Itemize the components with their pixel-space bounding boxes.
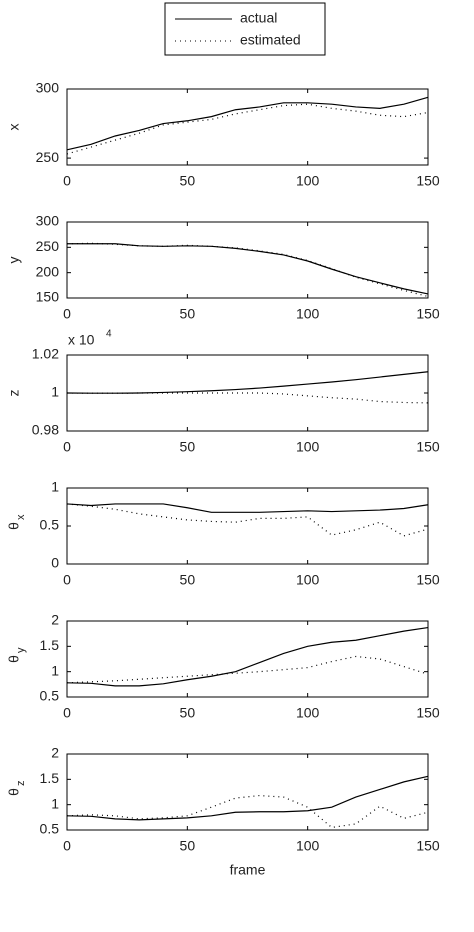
y-label-text: θ	[6, 655, 22, 663]
y-tick-label: 300	[36, 80, 60, 96]
series-line	[66, 242, 429, 298]
y-tick-label: 200	[36, 263, 60, 279]
y-tick-label: 0	[51, 555, 59, 571]
x-tick-label: 0	[63, 838, 71, 854]
plot-area	[66, 620, 429, 698]
x-tick-label: 50	[180, 306, 196, 322]
x-tick-label: 0	[63, 306, 71, 322]
x-tick-label: 150	[416, 439, 440, 455]
x-tick-label: 100	[296, 306, 320, 322]
x-tick-label: 150	[416, 838, 440, 854]
x-tick-label: 0	[63, 572, 71, 588]
y-tick-label: 0.5	[40, 821, 60, 837]
y-tick-label: 0.5	[40, 517, 60, 533]
series-line	[66, 96, 429, 151]
y-tick-label: 1	[51, 479, 59, 495]
y-scale-exponent: 4	[106, 329, 112, 340]
y-label-subscript: y	[15, 647, 27, 653]
series-line	[66, 392, 429, 404]
series-line	[66, 794, 429, 829]
y-tick-label: 1	[51, 662, 59, 678]
x-tick-label: 0	[63, 705, 71, 721]
y-tick-label: 250	[36, 149, 60, 165]
x-tick-label: 100	[296, 572, 320, 588]
plot-area	[66, 487, 429, 565]
y-label: z	[6, 390, 22, 397]
series-line	[66, 503, 429, 513]
x-tick-label: 100	[296, 439, 320, 455]
x-tick-label: 150	[416, 572, 440, 588]
y-label-text: θ	[6, 788, 22, 796]
y-tick-label: 1.02	[32, 346, 59, 362]
series-line	[66, 103, 429, 155]
legend-box	[164, 2, 326, 56]
y-tick-label: 150	[36, 289, 60, 305]
y-label-text: y	[6, 257, 22, 264]
series-line	[66, 655, 429, 684]
x-tick-label: 50	[180, 572, 196, 588]
y-tick-label: 1	[51, 795, 59, 811]
plot-area	[66, 221, 429, 299]
y-label-text: θ	[6, 522, 22, 530]
x-tick-label: 100	[296, 705, 320, 721]
x-tick-label: 100	[296, 838, 320, 854]
series-line	[66, 503, 429, 537]
y-tick-label: 0.5	[40, 688, 60, 704]
x-label: frame	[230, 862, 266, 878]
x-tick-label: 100	[296, 173, 320, 189]
legend-label: estimated	[240, 32, 301, 48]
x-tick-label: 50	[180, 173, 196, 189]
x-tick-label: 150	[416, 306, 440, 322]
y-label-text: z	[6, 390, 22, 397]
x-tick-label: 150	[416, 705, 440, 721]
x-tick-label: 50	[180, 838, 196, 854]
y-label: y	[6, 257, 22, 264]
x-tick-label: 150	[416, 173, 440, 189]
y-label: θz	[6, 781, 27, 796]
x-tick-label: 0	[63, 439, 71, 455]
plot-area	[66, 88, 429, 166]
y-label-text: x	[6, 124, 22, 131]
x-tick-label: 50	[180, 705, 196, 721]
x-tick-label: 0	[63, 173, 71, 189]
y-tick-label: 2	[51, 745, 59, 761]
y-tick-label: 0.98	[32, 422, 59, 438]
y-tick-label: 250	[36, 238, 60, 254]
y-tick-label: 2	[51, 612, 59, 628]
legend-label: actual	[240, 10, 277, 26]
y-tick-label: 1	[51, 384, 59, 400]
y-label: θy	[6, 647, 27, 663]
y-tick-label: 1.5	[40, 637, 60, 653]
x-tick-label: 50	[180, 439, 196, 455]
y-label-subscript: x	[15, 514, 27, 520]
y-label-subscript: z	[15, 781, 27, 787]
y-tick-label: 1.5	[40, 770, 60, 786]
series-line	[66, 626, 429, 687]
y-tick-label: 300	[36, 213, 60, 229]
y-scale-text: x 10	[68, 332, 95, 348]
y-label: x	[6, 124, 22, 131]
y-label: θx	[6, 514, 27, 530]
series-line	[66, 775, 429, 821]
